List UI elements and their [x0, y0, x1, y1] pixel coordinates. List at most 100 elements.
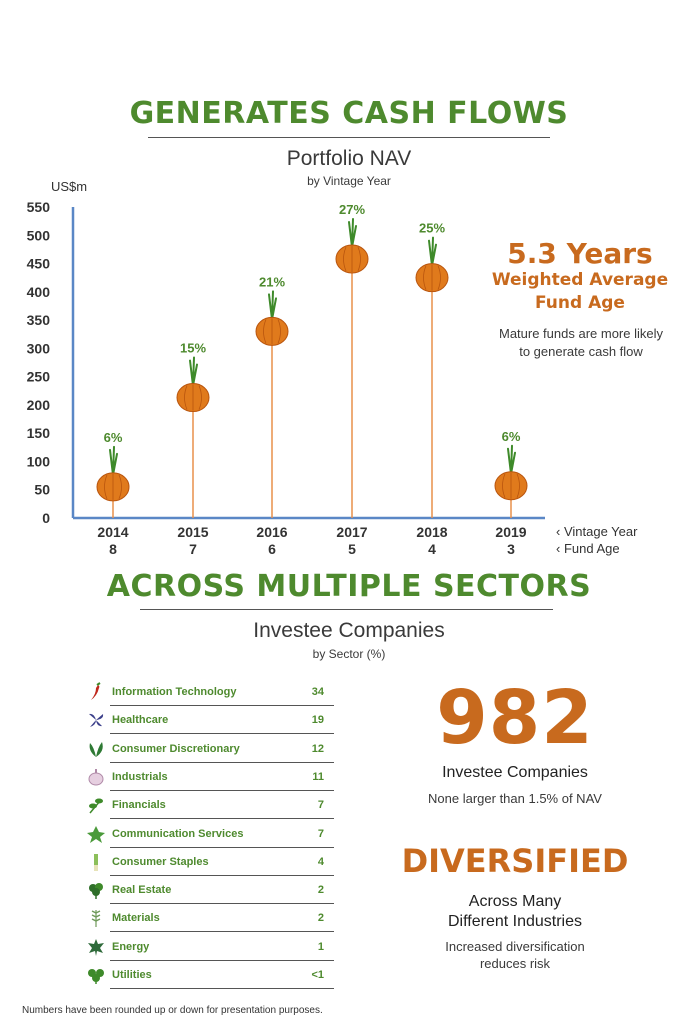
sector-divider — [110, 874, 334, 876]
sector-value: 19 — [311, 714, 324, 727]
onion-ridges — [502, 472, 520, 499]
x-tick-label-year: 2015 — [177, 524, 208, 540]
sector-row: Real Estate 2 — [84, 876, 334, 905]
x-tick-label-year: 2014 — [97, 524, 128, 540]
company-count: 982 — [436, 675, 594, 761]
sector-value: 7 — [317, 827, 324, 840]
parsley-icon — [86, 880, 106, 900]
sector-row: Financials 7 — [84, 791, 334, 820]
onion-ridges — [104, 473, 122, 500]
fund-age-note-2: to generate cash flow — [519, 344, 643, 359]
onion-ridges — [423, 264, 441, 291]
onion-ridges — [263, 318, 281, 345]
sector-row: Communication Services 7 — [84, 820, 334, 848]
x-tick-label-age: 4 — [428, 541, 436, 557]
y-tick-label: 400 — [27, 284, 51, 300]
sector-label: Utilities — [112, 969, 152, 981]
y-tick-label: 150 — [27, 425, 51, 441]
sector-divider — [110, 705, 334, 706]
sector-value: 4 — [317, 855, 324, 868]
sector-value: 34 — [311, 686, 324, 698]
data-label: 15% — [180, 341, 206, 356]
y-tick-label: 500 — [27, 227, 51, 243]
sector-value: 11 — [312, 770, 324, 783]
sector-label: Communication Services — [112, 827, 244, 840]
sector-divider — [110, 988, 334, 989]
sector-value: 1 — [317, 940, 324, 953]
sector-divider — [110, 959, 334, 961]
herb-sprig-icon — [86, 795, 106, 815]
company-count-note: None larger than 1.5% of NAV — [428, 791, 602, 806]
sector-row: Healthcare 19 — [84, 706, 334, 735]
sector-value: 7 — [317, 799, 324, 812]
weighted-age-value: 5.3 Years — [507, 237, 653, 270]
sector-label: Information Technology — [112, 686, 237, 698]
leek-icon — [86, 852, 106, 872]
sector-row: Industrials 11 — [84, 763, 334, 791]
onion-ridges — [184, 384, 202, 411]
sector-row: Utilities <1 — [84, 961, 334, 989]
diversified-heading: DIVERSIFIED — [401, 842, 629, 880]
sector-row: Materials 2 — [84, 904, 334, 933]
sector-divider — [110, 761, 334, 763]
sector-label: Energy — [112, 940, 150, 953]
sector-label: Healthcare — [112, 714, 169, 727]
x-tick-label-age: 6 — [268, 541, 276, 557]
data-label: 6% — [104, 430, 123, 445]
sector-label: Materials — [112, 912, 160, 925]
x-legend-vintage-year: ‹ Vintage Year — [556, 524, 638, 539]
sector-divider — [110, 789, 334, 791]
garlic-icon — [86, 767, 106, 787]
x-tick-label-age: 5 — [348, 541, 356, 557]
sector-label: Real Estate — [112, 884, 172, 897]
data-label: 6% — [502, 429, 521, 444]
onion-greens — [428, 236, 437, 267]
weighted-age-label-2: Fund Age — [535, 293, 625, 313]
chart-title: Portfolio NAV — [286, 147, 412, 170]
sector-divider — [110, 931, 334, 933]
sector-label: Industrials — [112, 770, 168, 783]
footnote: Numbers have been rounded up or down for… — [22, 1005, 323, 1016]
y-tick-label: 550 — [27, 199, 51, 215]
mint-leaf-icon — [86, 824, 106, 844]
sector-row: Consumer Discretionary 12 — [84, 735, 334, 763]
company-count-label: Investee Companies — [442, 764, 588, 781]
onion-greens — [268, 290, 277, 321]
data-label: 21% — [259, 274, 285, 289]
sectors-subtitle: by Sector (%) — [312, 647, 386, 661]
x-tick-label-age: 7 — [189, 541, 197, 557]
y-tick-label: 100 — [27, 453, 51, 469]
y-tick-label: 0 — [42, 510, 50, 526]
sector-row: Consumer Staples 4 — [84, 848, 334, 876]
sector-label: Consumer Staples — [112, 855, 209, 868]
y-tick-label: 450 — [27, 256, 51, 272]
maple-leaf-icon — [86, 937, 106, 957]
data-label: 27% — [339, 202, 365, 217]
section-title-cash-flows: GENERATES CASH FLOWS — [129, 96, 569, 131]
sector-divider — [110, 818, 334, 820]
x-tick-label-year: 2019 — [495, 524, 526, 540]
rosemary-icon — [86, 908, 106, 928]
sector-value: 12 — [311, 742, 324, 755]
sectors-title: Investee Companies — [253, 619, 445, 642]
data-label: 25% — [419, 221, 445, 236]
sector-value: <1 — [311, 969, 324, 981]
sector-value: 2 — [317, 884, 324, 897]
fund-age-note-1: Mature funds are more likely — [498, 326, 663, 341]
onion-greens — [507, 444, 516, 475]
sector-value: 2 — [317, 912, 324, 925]
onion-greens — [109, 445, 118, 476]
title-underline-2 — [140, 609, 553, 610]
y-tick-label: 250 — [27, 369, 51, 385]
y-tick-label: 350 — [27, 312, 51, 328]
sector-divider — [110, 846, 334, 848]
diversified-note-1: Increased diversification — [445, 939, 585, 954]
x-tick-label-year: 2016 — [256, 524, 287, 540]
x-tick-label-year: 2017 — [336, 524, 367, 540]
title-underline — [148, 137, 550, 138]
onion-greens — [189, 356, 198, 387]
diversified-line-1: Across Many — [468, 893, 562, 910]
sector-label: Financials — [112, 799, 166, 812]
y-tick-label: 50 — [34, 482, 50, 498]
chili-pepper-icon — [86, 682, 106, 702]
